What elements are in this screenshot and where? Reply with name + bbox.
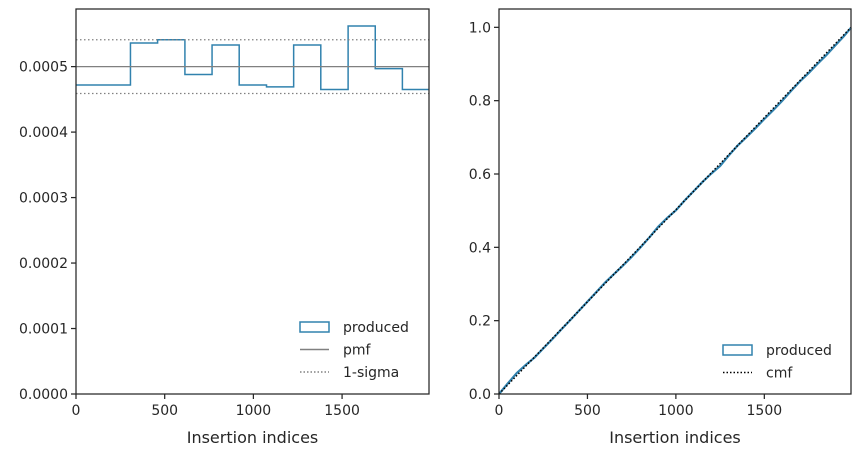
y-tick-label: 0.0 <box>469 387 491 403</box>
y-tick-label: 0.8 <box>469 94 491 110</box>
x-tick-label: 1500 <box>747 403 783 419</box>
x-tick-label: 1500 <box>324 403 360 419</box>
y-tick-label: 0.0003 <box>19 191 68 207</box>
x-axis-label: Insertion indices <box>187 428 319 447</box>
axes-frame <box>498 8 852 395</box>
y-tick-label: 1.0 <box>469 20 491 36</box>
y-tick-label: 0.4 <box>469 240 491 256</box>
x-tick-label: 500 <box>151 403 178 419</box>
left-histogram-panel: 0 500 1000 1500 0.0000 0.0001 0.0002 0.0003 0.00… <box>19 8 430 447</box>
x-tick-label: 0 <box>495 403 504 419</box>
y-tick-label: 0.6 <box>469 167 491 183</box>
right-cumulative-panel: 0 500 1000 1500 0.0 0.2 0.4 0.6 0.8 1.0 Insertion … <box>469 8 852 447</box>
legend-label: produced <box>766 343 832 359</box>
y-tick-label: 0.0000 <box>19 387 68 403</box>
x-tick-label: 1000 <box>658 403 694 419</box>
cmf-line <box>498 26 852 395</box>
axes-frame <box>75 8 430 395</box>
x-axis-label: Insertion indices <box>609 428 741 447</box>
legend-label: produced <box>343 320 409 336</box>
y-tick-label: 0.2 <box>469 314 491 330</box>
legend-label: 1-sigma <box>343 365 399 381</box>
legend-label: pmf <box>343 343 372 359</box>
y-tick-label: 0.0002 <box>19 256 68 272</box>
x-tick-label: 500 <box>574 403 601 419</box>
legend-label: cmf <box>766 366 793 382</box>
y-tick-label: 0.0004 <box>19 125 68 141</box>
y-tick-label: 0.0005 <box>19 60 68 76</box>
legend-produced-swatch <box>299 321 330 333</box>
x-tick-label: 1000 <box>236 403 272 419</box>
x-tick-label: 0 <box>72 403 81 419</box>
y-tick-label: 0.0001 <box>19 322 68 338</box>
produced-step-line <box>76 25 429 91</box>
legend-produced-swatch <box>722 344 753 356</box>
